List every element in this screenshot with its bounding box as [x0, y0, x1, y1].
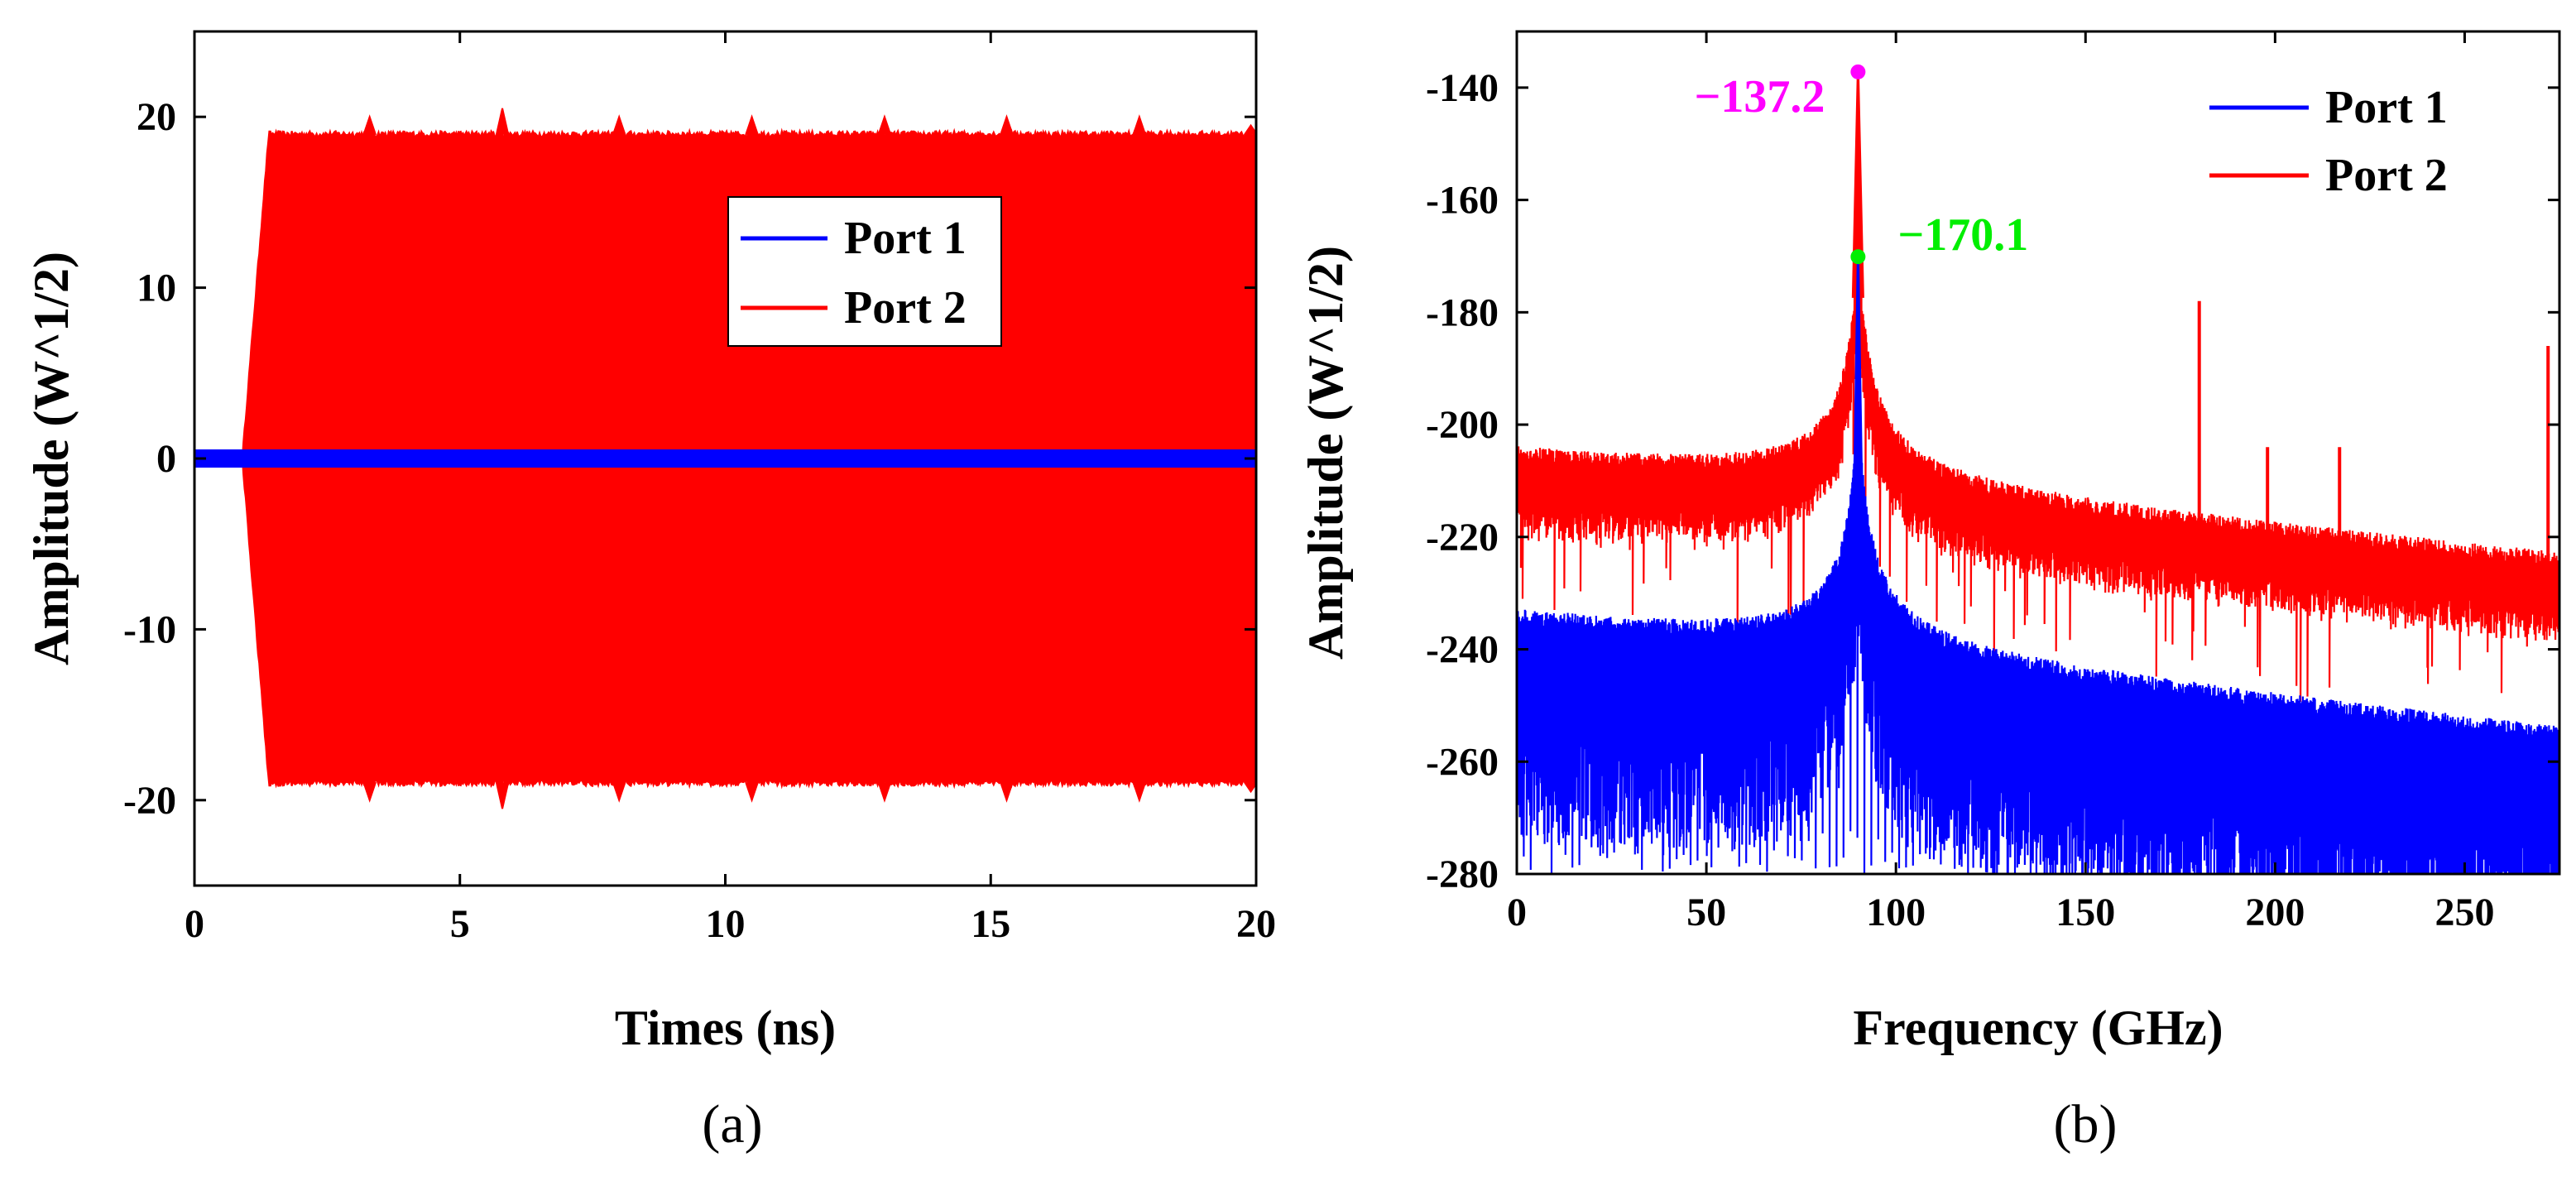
panel-a-x-tick-label: 15 — [971, 902, 1010, 946]
panel-b-y-tick-label: -260 — [1426, 740, 1499, 784]
panel-a-y-tick-label: -10 — [123, 607, 176, 651]
panel-b-frame — [1515, 30, 2561, 876]
panel-a-legend: Port 1 Port 2 — [727, 196, 1002, 347]
panel-b-ticks: 0 50 100 150 200 250 -280 -260 -240 -220 -200 -180 -… — [1426, 31, 2559, 934]
port-2-spike-bottom — [1000, 782, 1014, 803]
port-2-spike-top — [877, 114, 892, 135]
peak-marker-port-1 — [1850, 249, 1866, 265]
panel-b-annotations: −137.2 −170.1 — [1694, 64, 2028, 265]
panel-b-y-tick-label: -280 — [1426, 852, 1499, 896]
panel-a-x-tick-label: 5 — [450, 902, 470, 946]
panel-a-plot-area — [194, 108, 1256, 809]
panel-b-y-tick-label: -240 — [1426, 628, 1499, 672]
panel-b-legend-label-port-2: Port 2 — [2325, 150, 2448, 201]
panel-b-y-tick-label: -140 — [1426, 66, 1499, 110]
panel-b-y-tick-label: -220 — [1426, 516, 1499, 559]
panel-a-x-tick-label: 20 — [1236, 902, 1276, 946]
panel-b-x-tick-label: 100 — [1866, 891, 1926, 934]
panel-b-x-tick-label: 200 — [2245, 891, 2305, 934]
panel-b-x-axis-title: Frequency (GHz) — [1853, 1001, 2223, 1055]
panel-a-x-tick-label: 0 — [185, 902, 204, 946]
panel-b-y-tick-label: -160 — [1426, 179, 1499, 223]
panel-b-y-tick-label: -180 — [1426, 290, 1499, 334]
panel-a-x-tick-label: 10 — [706, 902, 746, 946]
panel-a-y-tick-label: -20 — [123, 779, 176, 823]
panel-a-legend-label-port-2: Port 2 — [844, 282, 967, 334]
panel-b-y-tick-label: -200 — [1426, 403, 1499, 447]
port-2-spike-bottom — [1243, 782, 1256, 794]
panel-b-x-tick-label: 50 — [1686, 891, 1726, 934]
panel-b-x-tick-label: 150 — [2056, 891, 2115, 934]
panel-b-legend-label-port-1: Port 1 — [2325, 82, 2448, 133]
panel-a-y-axis-title: Amplitude (W^1/2) — [24, 252, 79, 665]
panel-a-series-group — [194, 108, 1256, 809]
panel-b-x-tick-label: 250 — [2434, 891, 2494, 934]
panel-a-y-tick-label: 0 — [156, 437, 176, 481]
panel-b-series-group — [1517, 71, 2559, 874]
panel-b-caption: (b) — [2054, 1094, 2118, 1155]
port-2-spike-bottom — [612, 782, 626, 803]
peak-annotation-port-1: −170.1 — [1897, 209, 2028, 261]
panel-b-y-axis-title: Amplitude (W^1/2) — [1298, 246, 1353, 660]
peak-annotation-port-2: −137.2 — [1694, 71, 1825, 122]
port-2-spectrum — [1517, 238, 2559, 703]
panel-b-x-tick-label: 0 — [1507, 891, 1527, 934]
port-2-spike-top — [1132, 114, 1147, 135]
panel-a-caption: (a) — [702, 1094, 762, 1155]
port-2-spike-bottom — [495, 782, 510, 809]
port-2-spike-top — [1000, 114, 1014, 135]
port-2-spike-top — [495, 108, 510, 135]
port-2-spike-bottom — [362, 782, 377, 803]
panel-b-legend: Port 1 Port 2 — [2209, 82, 2448, 201]
port-2-spike-top — [362, 114, 377, 135]
panel-a-x-axis-title: Times (ns) — [615, 1001, 836, 1055]
port-2-spike-top — [1243, 123, 1256, 135]
port-2-spike-top — [745, 114, 759, 135]
panel-b: 0 50 100 150 200 250 -280 -260 -240 -220 -200 -180 -… — [1298, 30, 2561, 1155]
port-2-spike-top — [612, 114, 626, 135]
port-2-spike-bottom — [877, 782, 892, 803]
panel-a-legend-label-port-1: Port 1 — [844, 213, 967, 264]
peak-marker-port-2 — [1850, 64, 1866, 79]
panel-a: 0 5 10 15 20 -20 -10 0 10 20 Times (ns) Amplitude… — [24, 30, 1276, 1155]
panel-b-plot-area — [1517, 71, 2559, 874]
port-1-spectrum — [1517, 414, 2559, 874]
panel-a-y-tick-label: 20 — [137, 95, 176, 139]
panel-a-legend-box — [727, 196, 1002, 347]
port-2-spike-bottom — [745, 782, 759, 803]
port-2-spike-bottom — [1132, 782, 1147, 803]
port-1-peak — [1851, 257, 1864, 567]
panel-a-y-tick-label: 10 — [137, 266, 176, 310]
panel-a-ticks: 0 5 10 15 20 -20 -10 0 10 20 — [123, 31, 1276, 946]
panel-a-frame — [193, 30, 1258, 887]
